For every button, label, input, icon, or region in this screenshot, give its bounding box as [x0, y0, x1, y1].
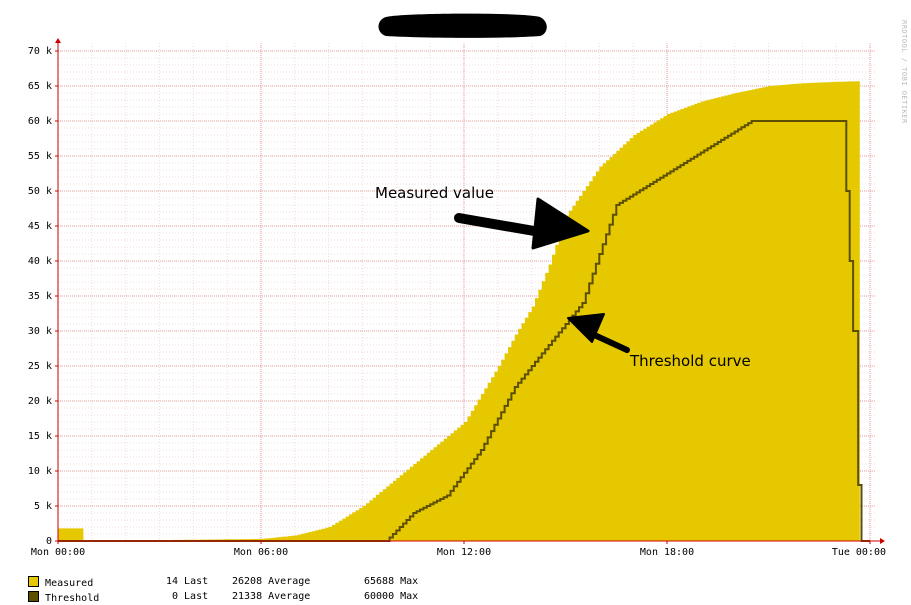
y-tick-label: 70 k — [28, 46, 52, 57]
x-tick-label: Mon 12:00 — [437, 547, 491, 558]
y-tick-label: 20 k — [28, 396, 52, 407]
legend-average-threshold: 21338 Average — [232, 591, 311, 602]
annotation-measured-arrow — [454, 197, 590, 250]
y-tick-label: 55 k — [28, 151, 52, 162]
watermark: RRDTOOL / TOBI OETIKER — [900, 20, 908, 124]
legend-swatch-measured — [28, 576, 40, 587]
y-tick-label: 65 k — [28, 81, 52, 92]
x-tick-label: Mon 00:00 — [31, 547, 85, 558]
legend-last-threshold: 0 Last — [172, 591, 209, 602]
legend-name-measured: Measured — [45, 578, 94, 589]
legend-average-measured: 26208 Average — [232, 576, 311, 587]
annotation-threshold-label: Threshold curve — [629, 352, 751, 370]
legend-max-threshold: 60000 Max — [364, 591, 419, 602]
y-tick-label: 35 k — [28, 291, 52, 302]
x-tick-label: Mon 18:00 — [640, 547, 694, 558]
y-tick-label: 0 — [46, 536, 52, 547]
x-tick-labels: Mon 00:00 Mon 06:00 Mon 12:00 Mon 18:00 Tue … — [31, 547, 886, 558]
series-measured-area — [58, 81, 860, 541]
y-tick-label: 45 k — [28, 221, 52, 232]
y-tick-label: 60 k — [28, 116, 52, 127]
annotation-measured-label: Measured value — [375, 184, 494, 202]
legend-row-threshold: Threshold 0 Last 21338 Average 60000 Max — [16, 579, 418, 605]
y-tick-label: 50 k — [28, 186, 52, 197]
y-tick-label: 40 k — [28, 256, 52, 267]
legend-row-measured: Measured 14 Last 26208 Average 65688 Max — [16, 564, 418, 590]
redacted-title — [378, 13, 547, 38]
annotation-threshold-arrow — [567, 313, 630, 353]
y-tick-label: 25 k — [28, 361, 52, 372]
axes — [55, 38, 885, 544]
legend-last-measured: 14 Last — [166, 576, 209, 587]
y-tick-labels: 0 5 k 10 k 15 k 20 k 25 k 30 k 35 k 40 k 45 k 50 k… — [28, 46, 52, 547]
y-axis-arrow — [55, 38, 61, 43]
x-tick-label: Mon 06:00 — [234, 547, 288, 558]
x-axis-arrow — [880, 538, 885, 544]
y-tick-label: 30 k — [28, 326, 52, 337]
y-tick-label: 15 k — [28, 431, 52, 442]
legend-name-threshold: Threshold — [45, 593, 100, 604]
y-tick-label: 5 k — [34, 501, 52, 512]
legend-swatch-threshold — [28, 591, 40, 602]
legend-max-measured: 65688 Max — [364, 576, 419, 587]
x-tick-label: Tue 00:00 — [832, 547, 886, 558]
y-tick-label: 10 k — [28, 466, 52, 477]
